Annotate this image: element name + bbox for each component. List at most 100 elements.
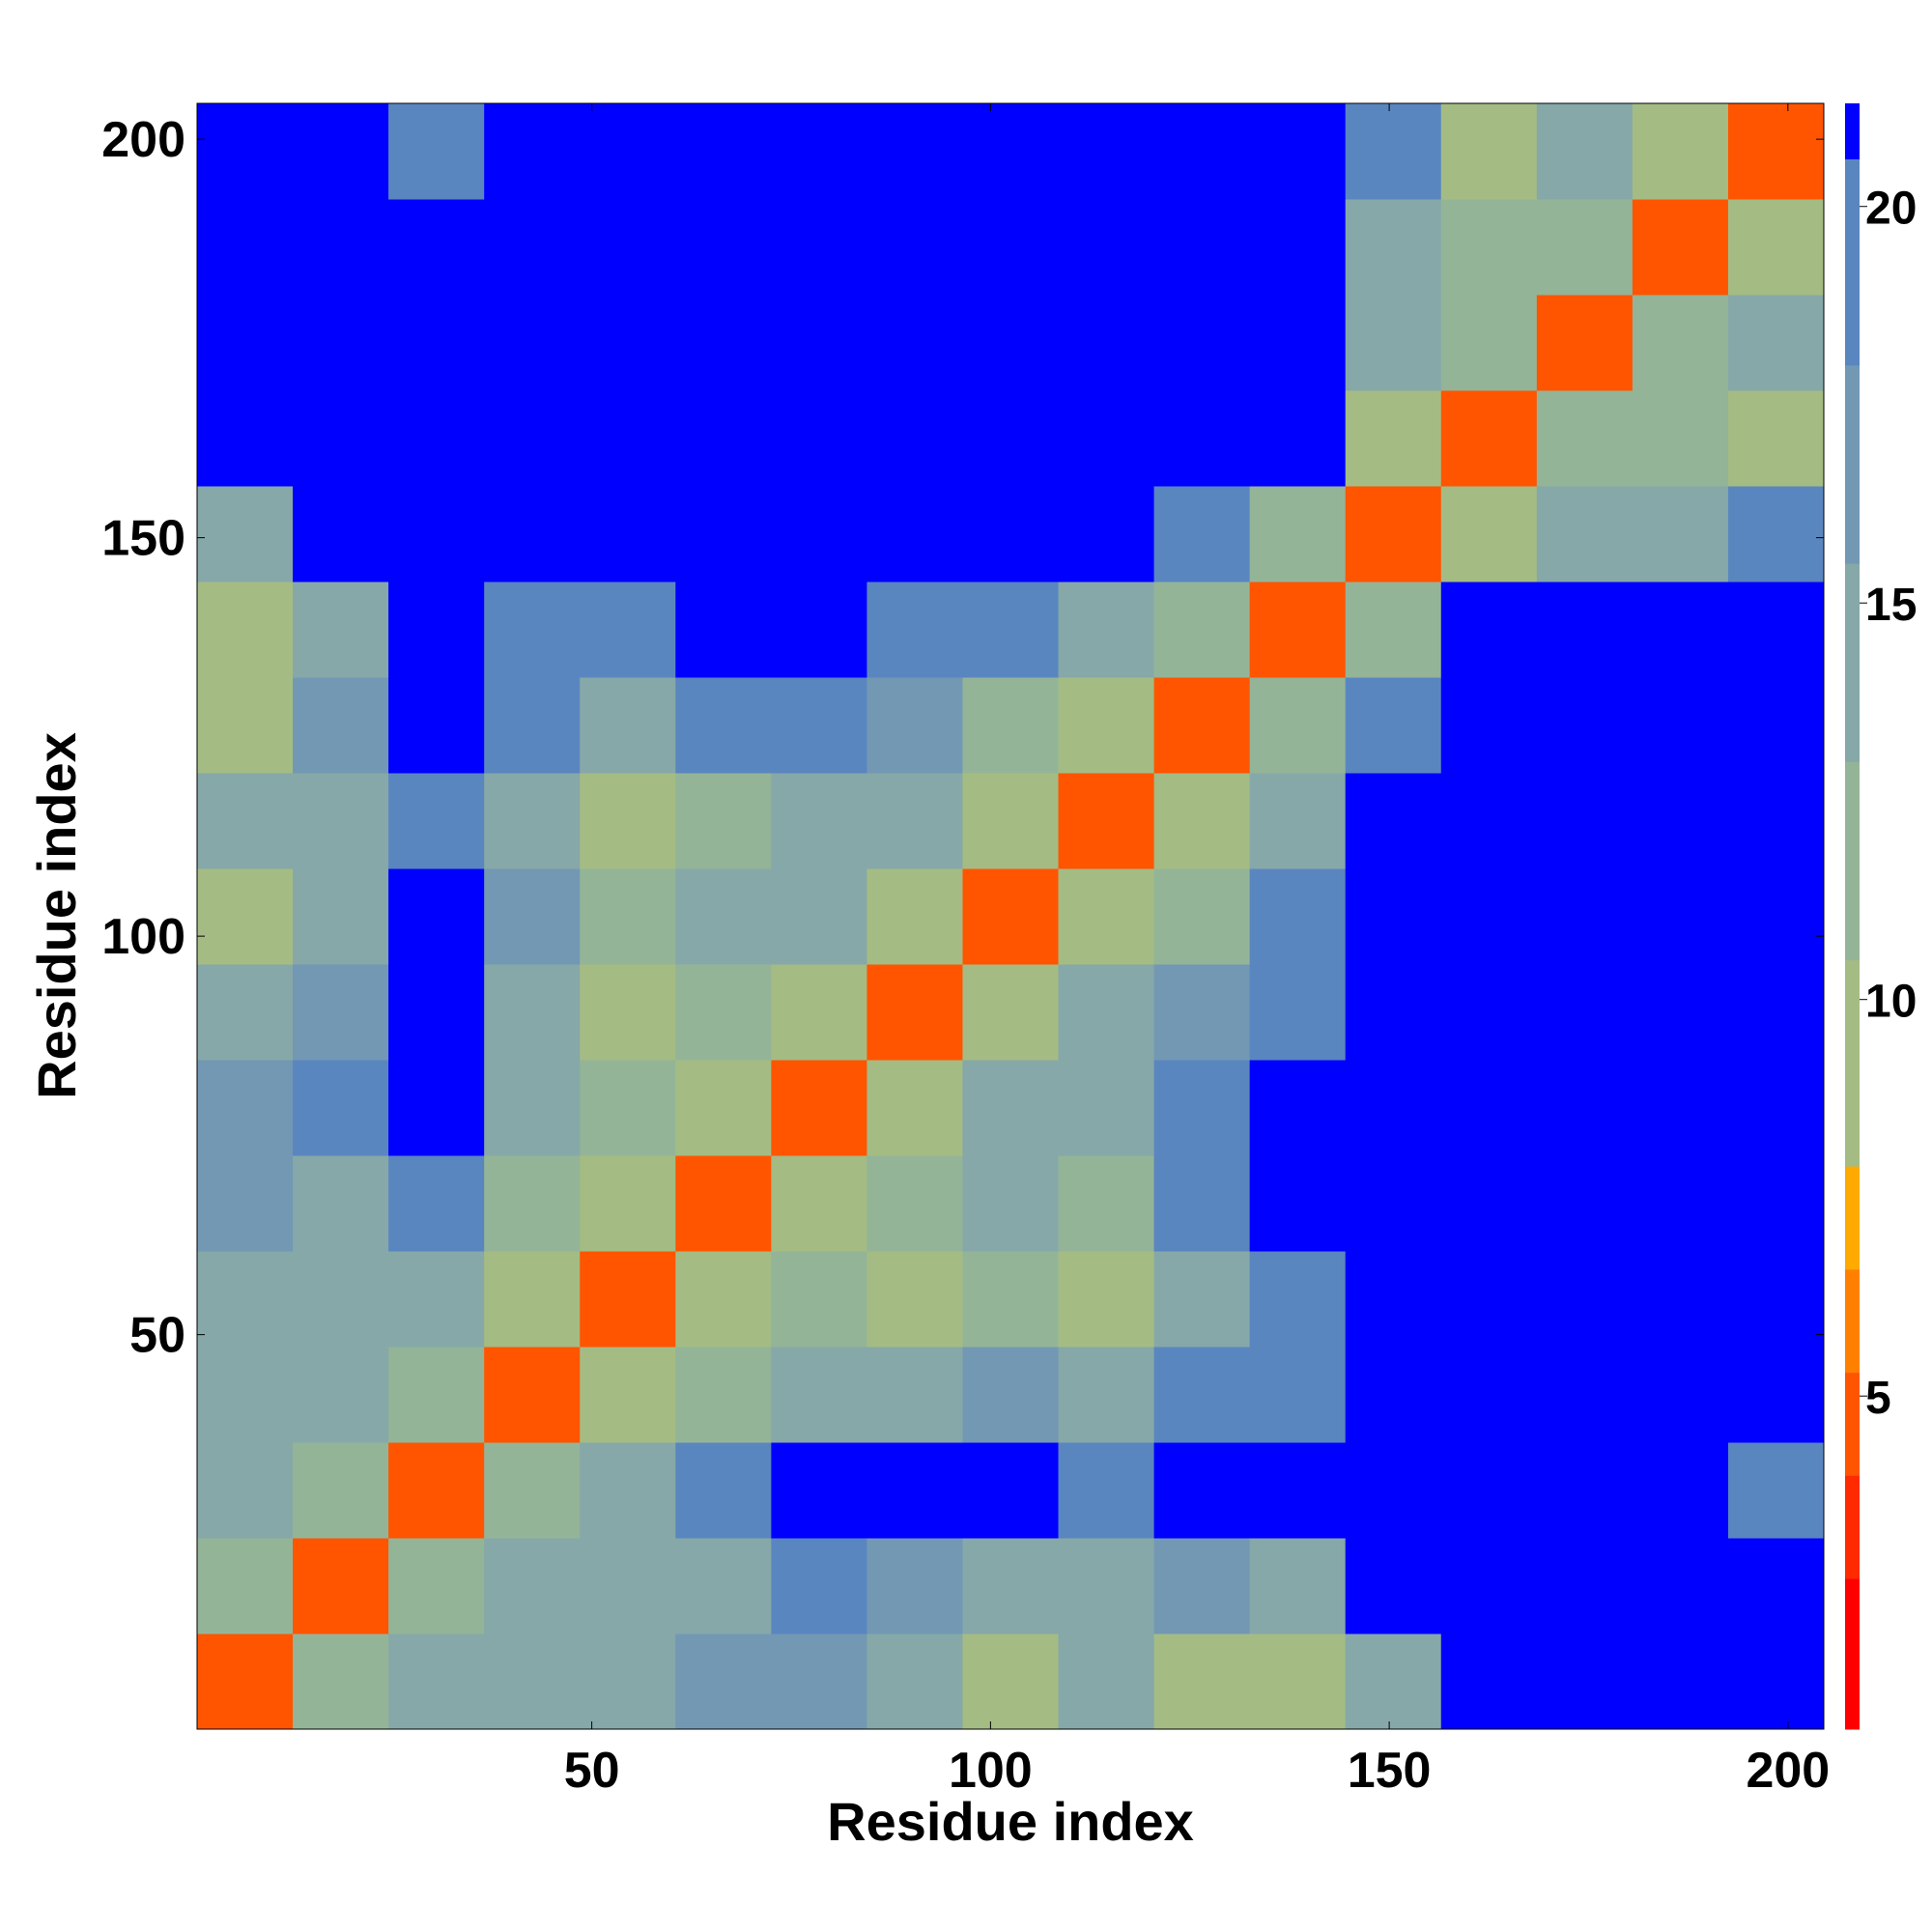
colorbar-band — [1845, 563, 1860, 762]
heatmap-cell — [1058, 1634, 1155, 1730]
heatmap-cell — [1727, 964, 1825, 1061]
heatmap-cell — [1727, 390, 1825, 487]
heatmap-cell — [1058, 773, 1155, 869]
heatmap-cells — [197, 103, 1825, 1730]
heatmap-cell — [1727, 199, 1825, 296]
heatmap-cell — [771, 773, 867, 869]
heatmap-cell — [1058, 1347, 1155, 1443]
heatmap-cell — [771, 103, 867, 200]
heatmap-cell — [1440, 582, 1538, 678]
heatmap-cell — [1249, 1634, 1347, 1730]
heatmap-cell — [197, 773, 294, 869]
heatmap-cell — [1727, 868, 1825, 965]
heatmap-cell — [1536, 1442, 1634, 1539]
heatmap-cell — [580, 964, 676, 1061]
heatmap-cell — [580, 295, 676, 391]
heatmap-cell — [197, 1060, 294, 1156]
colorbar-band — [1845, 1578, 1860, 1730]
heatmap-cell — [388, 1442, 485, 1539]
colorbar-tick-label: 20 — [1865, 184, 1917, 235]
heatmap-cell — [675, 1442, 772, 1539]
heatmap-cell — [484, 103, 581, 200]
heatmap-cell — [1345, 103, 1442, 200]
heatmap-cell — [1632, 1634, 1729, 1730]
heatmap-cell — [388, 199, 485, 296]
heatmap-cell — [771, 677, 867, 774]
x-tick-label: 150 — [1348, 1743, 1432, 1799]
heatmap-cell — [293, 1060, 389, 1156]
heatmap-cell — [197, 1347, 294, 1443]
heatmap-cell — [1345, 1060, 1442, 1156]
heatmap-cell — [675, 486, 772, 582]
heatmap-cell — [197, 390, 294, 487]
heatmap-cell — [484, 390, 581, 487]
heatmap-cell — [1632, 1251, 1729, 1348]
heatmap-cell — [771, 582, 867, 678]
heatmap-cell — [771, 1347, 867, 1443]
heatmap-cell — [484, 773, 581, 869]
heatmap-cell — [1153, 1634, 1251, 1730]
heatmap-cell — [1536, 486, 1634, 582]
heatmap-cell — [962, 486, 1060, 582]
heatmap-cell — [1249, 103, 1347, 200]
heatmap-cell — [1632, 1538, 1729, 1634]
heatmap-cell — [1153, 1442, 1251, 1539]
y-tick-label: 50 — [129, 1308, 185, 1364]
heatmap-cell — [484, 1538, 581, 1634]
heatmap-cell — [1632, 486, 1729, 582]
heatmap-cell — [1345, 486, 1442, 582]
heatmap-cell — [1058, 1538, 1155, 1634]
heatmap-cell — [1153, 773, 1251, 869]
heatmap-cell — [867, 486, 963, 582]
x-tick-label: 200 — [1746, 1743, 1830, 1799]
heatmap-cell — [675, 1538, 772, 1634]
heatmap-cell — [1153, 964, 1251, 1061]
heatmap-cell — [1536, 390, 1634, 487]
heatmap-cell — [1440, 1442, 1538, 1539]
heatmap-cell — [1632, 1442, 1729, 1539]
heatmap-cell — [197, 1442, 294, 1539]
heatmap-cell — [1440, 1634, 1538, 1730]
heatmap-cell — [484, 1060, 581, 1156]
heatmap-cell — [293, 1347, 389, 1443]
heatmap-cell — [1153, 390, 1251, 487]
heatmap-cell — [580, 1060, 676, 1156]
heatmap-cell — [1153, 486, 1251, 582]
heatmap-cell — [1632, 677, 1729, 774]
heatmap-cell — [1632, 773, 1729, 869]
heatmap-cell — [1345, 1538, 1442, 1634]
heatmap-cell — [1058, 199, 1155, 296]
heatmap-cell — [1536, 964, 1634, 1061]
heatmap-cell — [580, 199, 676, 296]
heatmap-cell — [293, 486, 389, 582]
heatmap-cell — [1153, 1538, 1251, 1634]
heatmap-cell — [675, 1060, 772, 1156]
heatmap-cell — [1345, 582, 1442, 678]
x-axis-label: Residue index — [827, 1791, 1194, 1852]
heatmap-cell — [867, 1347, 963, 1443]
heatmap-cell — [1727, 1347, 1825, 1443]
y-tick-label: 150 — [101, 511, 185, 567]
heatmap-cell — [388, 1155, 485, 1252]
heatmap-cell — [293, 582, 389, 678]
heatmap-cell — [1536, 677, 1634, 774]
heatmap-cell — [962, 1538, 1060, 1634]
heatmap-cell — [771, 1538, 867, 1634]
heatmap-cell — [867, 964, 963, 1061]
heatmap-cell — [1058, 1442, 1155, 1539]
heatmap-cell — [1058, 582, 1155, 678]
heatmap-cell — [580, 582, 676, 678]
heatmap-cell — [1727, 1251, 1825, 1348]
heatmap-cell — [1153, 868, 1251, 965]
heatmap-cell — [1440, 1060, 1538, 1156]
heatmap-cell — [1249, 486, 1347, 582]
heatmap-cell — [1153, 1060, 1251, 1156]
heatmap-cell — [484, 486, 581, 582]
heatmap-cell — [1153, 103, 1251, 200]
heatmap-cell — [1249, 1538, 1347, 1634]
heatmap-cell — [962, 1155, 1060, 1252]
heatmap-cell — [484, 1634, 581, 1730]
heatmap-cell — [867, 582, 963, 678]
heatmap-cell — [388, 677, 485, 774]
heatmap-cell — [197, 1538, 294, 1634]
